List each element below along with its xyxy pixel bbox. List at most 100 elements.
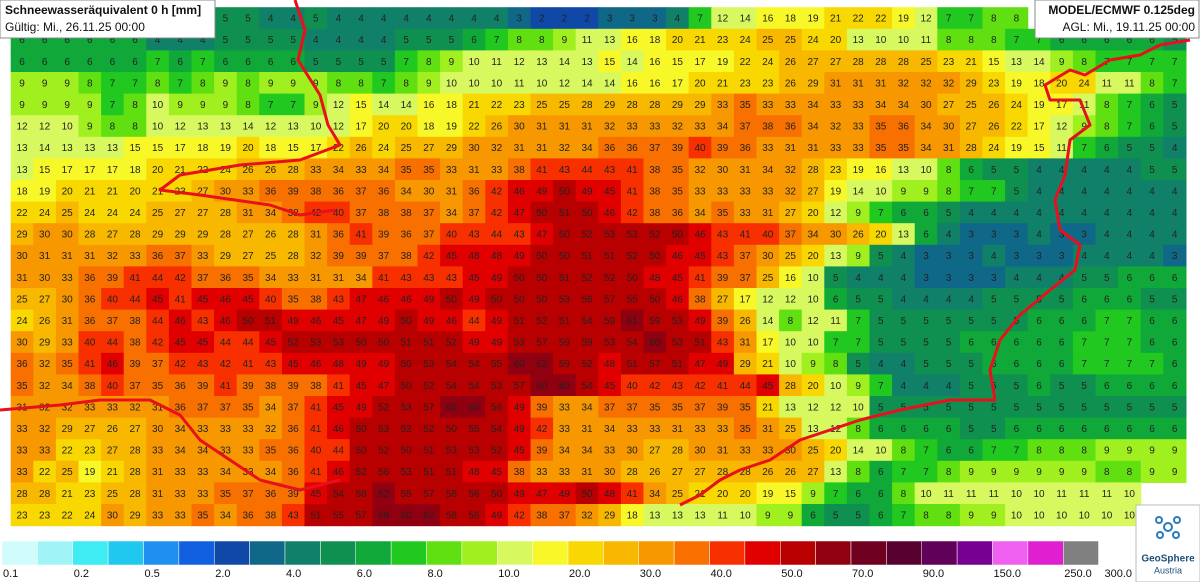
cell bbox=[55, 266, 80, 289]
cell bbox=[394, 288, 419, 311]
cell-value: 46 bbox=[333, 424, 345, 435]
cell bbox=[1095, 136, 1119, 159]
cell-value: 5 bbox=[358, 57, 364, 68]
cell-value: 23 bbox=[717, 35, 729, 46]
cell-value: 21 bbox=[62, 489, 74, 500]
cell-value: 45 bbox=[604, 186, 616, 197]
cell bbox=[892, 504, 916, 527]
cell bbox=[394, 28, 419, 51]
cell-value: 31 bbox=[242, 208, 254, 219]
cell-value: 32 bbox=[943, 78, 955, 89]
cell bbox=[824, 158, 848, 181]
cell-value: 54 bbox=[491, 424, 503, 435]
cell-value: 18 bbox=[446, 100, 458, 111]
cell-value: 18 bbox=[265, 143, 277, 154]
cell bbox=[869, 93, 893, 116]
cell-value: 52 bbox=[355, 467, 367, 478]
cell-value: 28 bbox=[129, 446, 141, 457]
cell bbox=[846, 201, 871, 224]
cell-value: 12 bbox=[920, 14, 932, 25]
cell-value: 4 bbox=[1172, 186, 1178, 197]
cell bbox=[575, 201, 599, 224]
cell bbox=[711, 309, 735, 332]
cell bbox=[666, 331, 690, 354]
cell-value: 8 bbox=[336, 78, 342, 89]
cell-value: 12 bbox=[830, 402, 842, 413]
cell bbox=[101, 72, 125, 95]
cell-value: 33 bbox=[107, 402, 119, 413]
cell bbox=[304, 439, 328, 462]
cell-value: 31 bbox=[446, 186, 458, 197]
cell-value: 8 bbox=[833, 359, 839, 370]
cell-value: 50 bbox=[536, 273, 548, 284]
cell bbox=[146, 223, 170, 246]
cell bbox=[1005, 482, 1029, 505]
cell-value: 44 bbox=[107, 338, 119, 349]
cell bbox=[349, 223, 373, 246]
cell bbox=[33, 244, 57, 267]
cell-value: 24 bbox=[988, 143, 1000, 154]
cell bbox=[146, 460, 170, 483]
cell bbox=[168, 266, 193, 289]
cell-value: 35 bbox=[717, 208, 729, 219]
cell bbox=[327, 504, 351, 527]
cell bbox=[440, 288, 464, 311]
cell-value: 31 bbox=[152, 489, 164, 500]
cell bbox=[1163, 50, 1187, 73]
cell-value: 7 bbox=[1127, 338, 1133, 349]
cell-value: 36 bbox=[175, 402, 187, 413]
cell-value: 5 bbox=[1059, 381, 1065, 392]
cell bbox=[372, 180, 396, 203]
cell bbox=[33, 223, 57, 246]
cell bbox=[440, 331, 464, 354]
cell bbox=[756, 7, 780, 30]
cell bbox=[349, 288, 373, 311]
cell-value: 34 bbox=[220, 510, 232, 521]
cell-value: 17 bbox=[175, 143, 187, 154]
cell-value: 5 bbox=[901, 316, 907, 327]
cell bbox=[55, 115, 80, 138]
cell-value: 22 bbox=[875, 14, 887, 25]
cell bbox=[959, 72, 984, 95]
cell bbox=[1095, 309, 1119, 332]
cell-value: 9 bbox=[313, 78, 319, 89]
cell-value: 33 bbox=[197, 251, 209, 262]
cell-value: 33 bbox=[197, 424, 209, 435]
cell-value: 2 bbox=[539, 14, 545, 25]
cell-value: 18 bbox=[16, 186, 28, 197]
cell-value: 21 bbox=[762, 402, 774, 413]
cell bbox=[892, 244, 916, 267]
cell bbox=[801, 374, 825, 397]
cell bbox=[485, 7, 509, 30]
cell-value: 60 bbox=[559, 381, 571, 392]
cell bbox=[598, 180, 622, 203]
cell bbox=[598, 374, 622, 397]
cell bbox=[78, 482, 102, 505]
cell-value: 9 bbox=[1127, 446, 1133, 457]
cell-value: 31 bbox=[62, 251, 74, 262]
cell-value: 6 bbox=[1059, 338, 1065, 349]
cell-value: 9 bbox=[1081, 467, 1087, 478]
cell bbox=[168, 482, 193, 505]
cell bbox=[846, 93, 871, 116]
legend-swatch bbox=[1063, 540, 1099, 566]
cell bbox=[10, 201, 34, 224]
cell bbox=[801, 266, 825, 289]
cell bbox=[846, 396, 871, 419]
cell bbox=[1072, 72, 1097, 95]
cell bbox=[756, 309, 780, 332]
cell bbox=[485, 482, 509, 505]
cell-value: 33 bbox=[853, 122, 865, 133]
cell-value: 22 bbox=[491, 100, 503, 111]
cell-value: 4 bbox=[1036, 230, 1042, 241]
cell bbox=[733, 136, 758, 159]
cell bbox=[1050, 223, 1074, 246]
cell-value: 15 bbox=[152, 143, 164, 154]
cell-value: 46 bbox=[672, 251, 684, 262]
cell bbox=[1163, 266, 1187, 289]
cell-value: 30 bbox=[423, 186, 435, 197]
cell-value: 37 bbox=[197, 402, 209, 413]
cell bbox=[779, 50, 803, 73]
cell bbox=[1095, 439, 1119, 462]
cell bbox=[214, 482, 238, 505]
